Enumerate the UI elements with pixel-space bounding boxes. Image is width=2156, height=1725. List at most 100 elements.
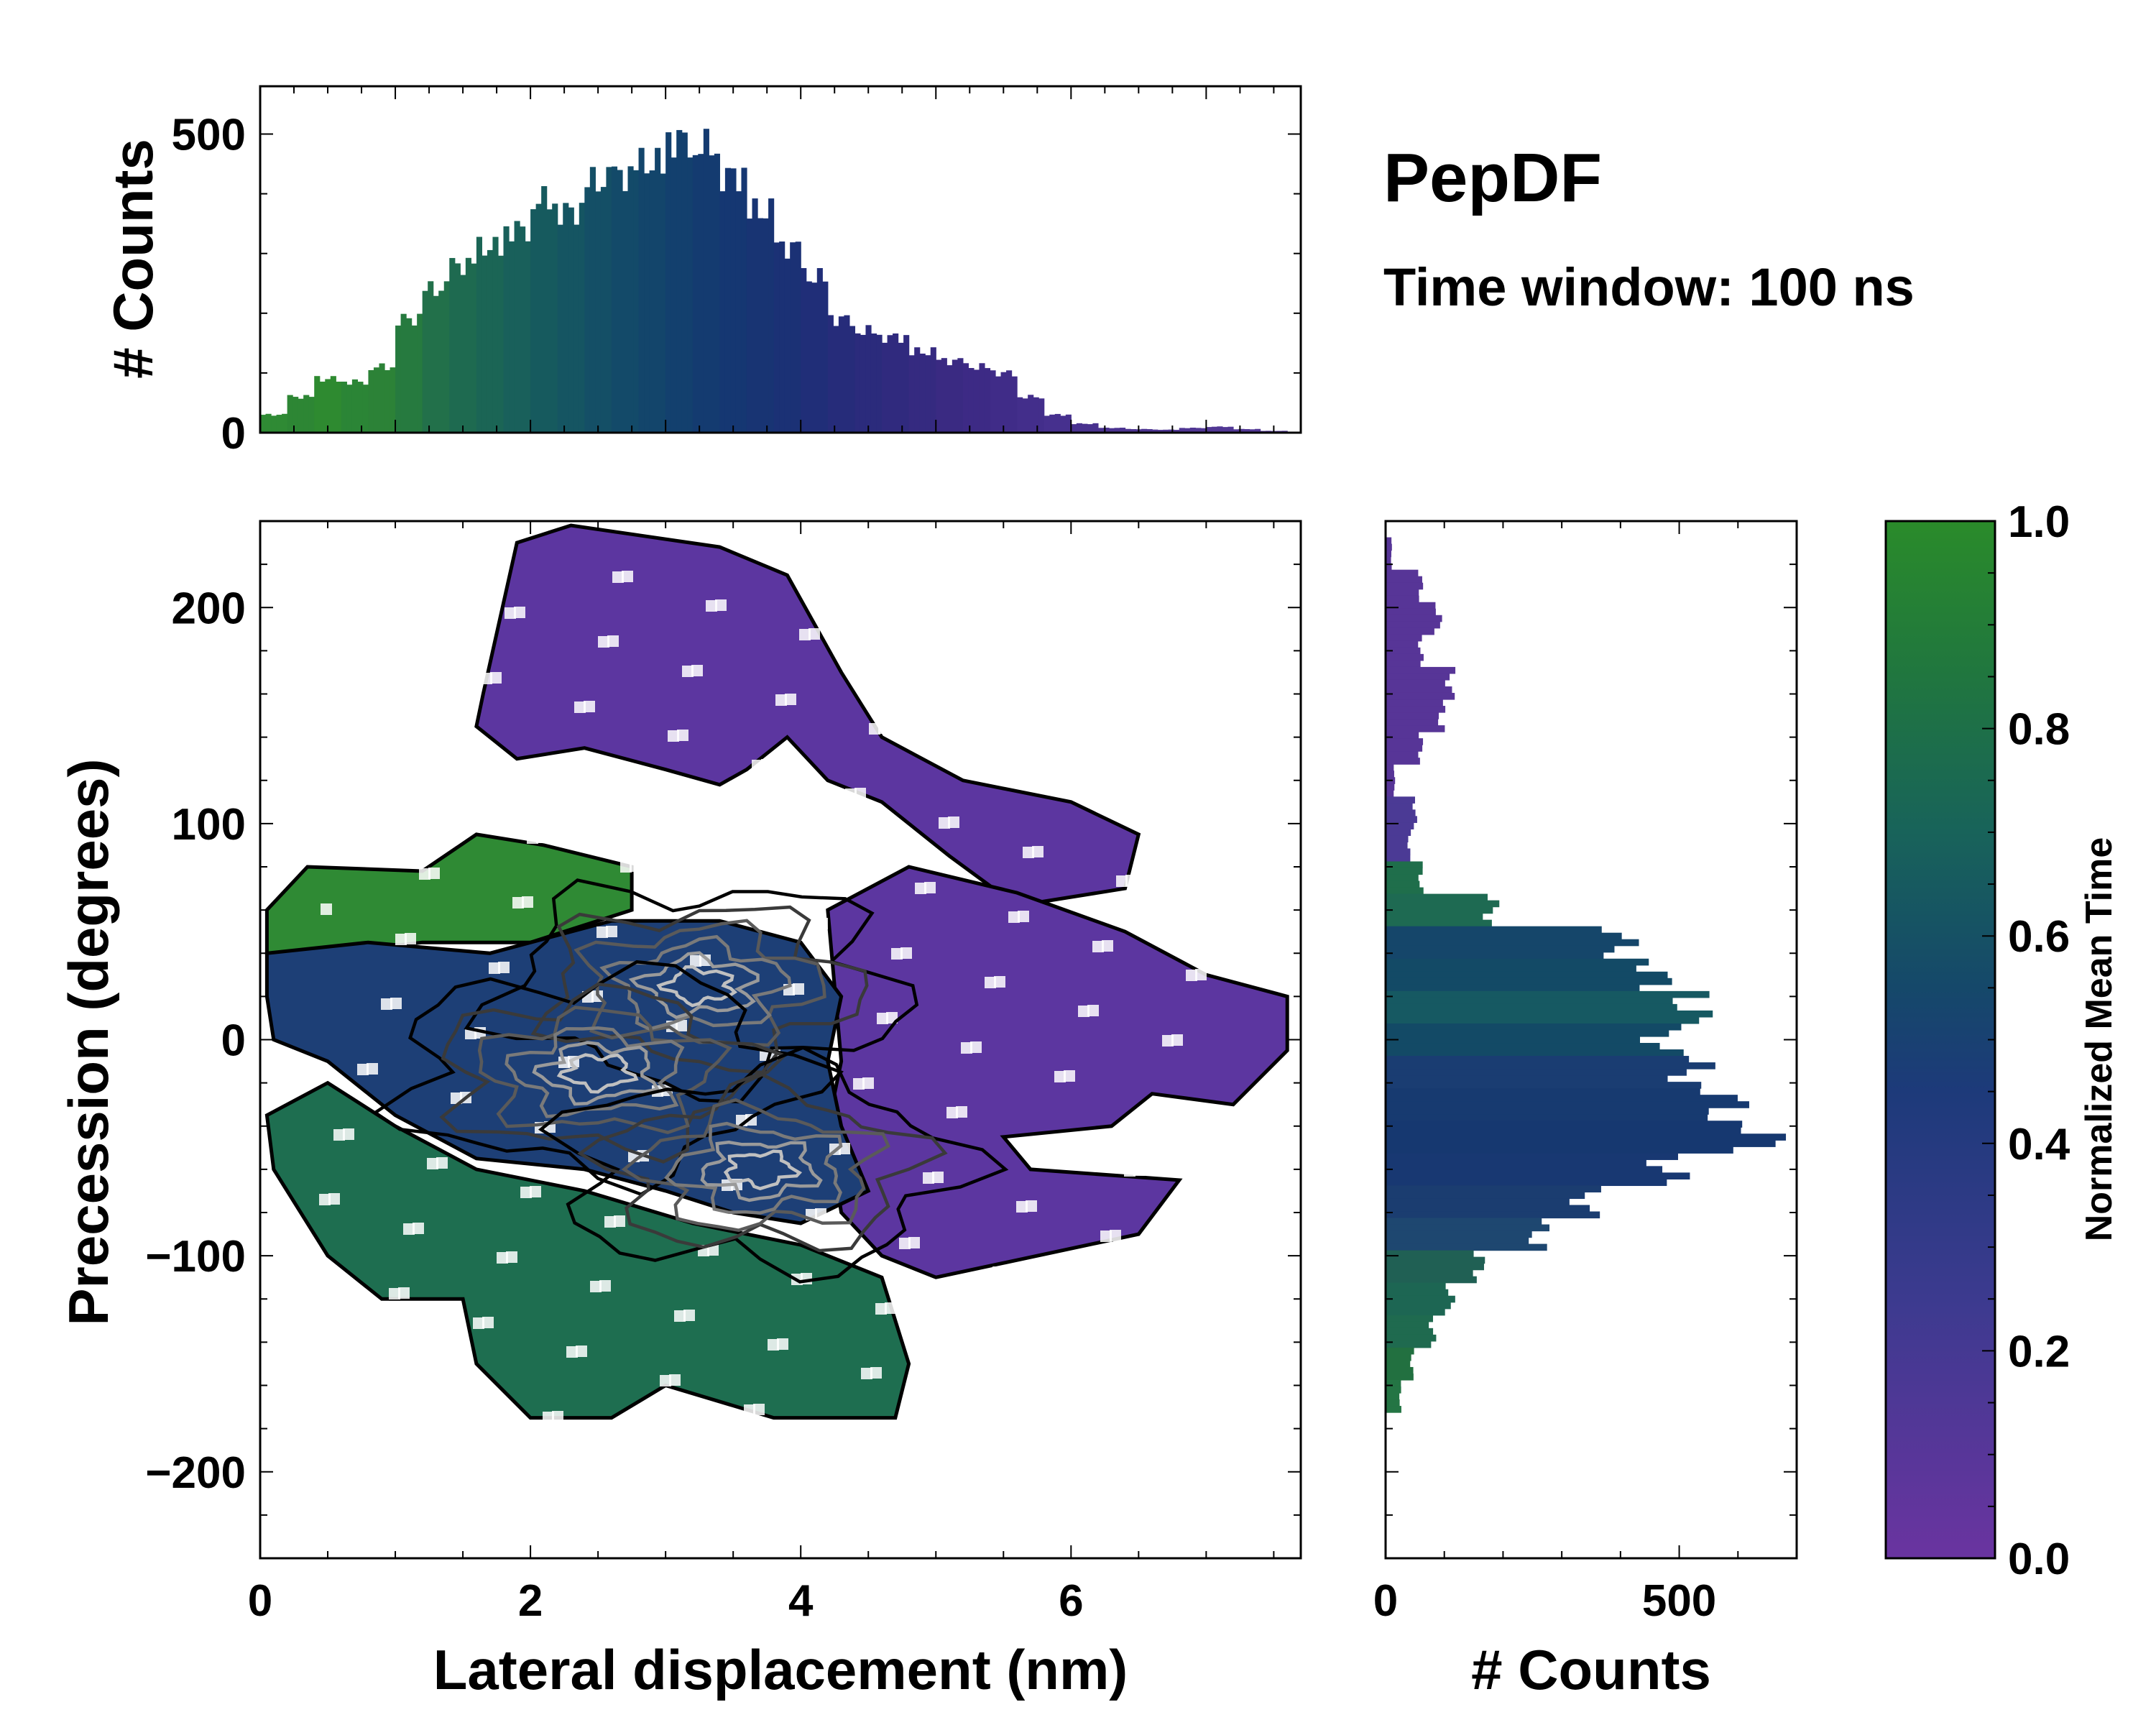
right-bar [1386,706,1446,713]
right-bar [1386,1192,1585,1200]
right-bar [1386,1121,1743,1128]
right-bar [1386,913,1483,921]
empty-bin [956,1106,967,1118]
empty-bin [916,592,928,604]
right-bar [1386,1114,1708,1121]
empty-bin [498,962,510,973]
right-bar [1386,952,1604,960]
top-bar [557,224,563,433]
empty-bin [406,643,418,654]
right-histogram: 0 500 # Counts [1373,520,1798,1701]
right-bar [1386,1166,1663,1173]
empty-bin [452,802,464,814]
empty-bin [793,983,804,995]
right-bar [1386,1211,1600,1219]
empty-bin [737,824,749,836]
empty-bin [1132,1455,1143,1466]
top-bar [698,154,704,433]
colorbar-tick-label: 0.6 [2008,912,2070,962]
top-bar [1227,426,1234,433]
top-bar [1054,413,1061,433]
top-y-axis-title: # Counts [101,139,165,379]
empty-bin [823,564,834,575]
empty-bin [1187,679,1199,691]
empty-bin [560,766,571,778]
right-bar [1386,666,1456,674]
top-bar [1076,423,1082,433]
top-bar [1125,428,1131,433]
top-bar [503,226,510,433]
empty-bin [636,1440,648,1452]
empty-bin [599,1280,611,1292]
empty-bin [907,593,918,604]
empty-bin [411,579,423,590]
top-bar [525,241,531,433]
empty-bin [870,1367,882,1379]
empty-bin [1170,1325,1181,1336]
top-bar [1255,428,1261,433]
top-y-tick-label: 500 [172,110,246,160]
heatmap-area [264,523,1289,1495]
top-bar [487,249,494,433]
top-bar [622,190,629,433]
colorbar-title: Normalized Mean Time [2078,837,2120,1242]
right-bar [1386,1230,1532,1238]
empty-bin [977,687,988,699]
empty-bin [1046,781,1058,793]
right-bar [1386,1075,1668,1082]
top-bar [887,335,893,433]
empty-bin [845,788,857,800]
empty-bin [707,1244,719,1256]
empty-bin [387,644,399,656]
top-bar [768,198,775,433]
empty-bin [398,1287,410,1299]
right-bar [1386,1237,1529,1245]
right-bar [1386,627,1434,635]
top-bar [1071,424,1077,433]
top-bar [336,382,342,433]
right-bar [1386,1308,1445,1316]
top-bar [476,236,483,433]
empty-bin [1125,875,1137,886]
empty-bin [660,1375,671,1386]
empty-bin [428,868,440,879]
empty-bin [576,1346,587,1357]
empty-bin [381,998,392,1010]
right-bar [1386,1049,1684,1057]
empty-bin [1078,1006,1089,1017]
empty-bin [512,897,524,908]
right-bar [1386,945,1615,953]
empty-bin [604,1216,616,1228]
top-bar [741,167,747,433]
top-bar [962,363,969,433]
empty-bin [530,1186,541,1197]
empty-bin [1070,716,1082,727]
right-bar [1386,1393,1400,1400]
top-bar [1152,429,1158,433]
top-bar [552,203,558,433]
empty-bin [831,853,842,865]
top-bar [1082,423,1088,433]
empty-bin [365,1353,377,1365]
empty-bin [443,803,454,814]
right-bar [1386,751,1419,758]
right-bar [1386,1062,1715,1070]
right-bar [1386,712,1439,719]
top-bar [941,358,947,433]
top-bar [514,221,520,433]
empty-bin [419,868,430,880]
top-bar [346,385,353,433]
right-bar [1386,595,1419,603]
empty-bin [1141,1454,1153,1466]
empty-bin [1108,586,1120,597]
top-bar [1189,428,1196,433]
top-bar [627,166,634,433]
empty-bin [994,976,1005,988]
top-bar [687,157,694,433]
empty-bin [444,1447,456,1458]
right-bar [1386,861,1423,869]
right-bar [1386,990,1710,998]
right-bar [1386,653,1424,661]
top-bar [957,358,964,433]
right-bar [1386,887,1424,895]
